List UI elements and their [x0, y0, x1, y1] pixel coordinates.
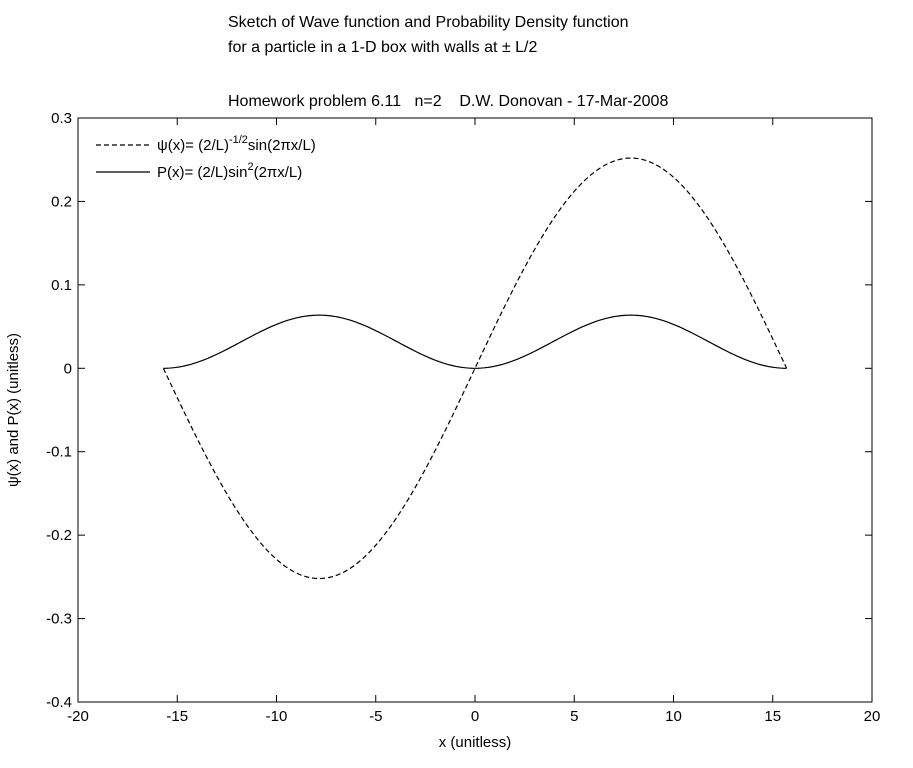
- legend-p-base: P(x)= (2/L)sin: [157, 164, 247, 181]
- x-tick-label: 10: [665, 708, 682, 725]
- x-axis-ticks: -20 -15 -10 -5 0 5 10 15 20: [67, 118, 880, 725]
- y-tick-label: 0: [64, 360, 72, 377]
- legend-label-psi: ψ(x)= (2/L)-1/2sin(2πx/L): [157, 134, 316, 154]
- y-tick-label: -0.4: [46, 694, 72, 711]
- series-line-psi: [162, 157, 788, 580]
- x-axis-label: x (unitless): [439, 734, 512, 751]
- legend-psi-sup: -1/2: [229, 134, 248, 146]
- series-layer: [162, 157, 788, 580]
- title-line-2: for a particle in a 1-D box with walls a…: [228, 39, 537, 56]
- plot-frame: [77, 117, 873, 703]
- legend: ψ(x)= (2/L)-1/2sin(2πx/L) P(x)= (2/L)sin…: [96, 134, 316, 181]
- legend-label-p: P(x)= (2/L)sin2(2πx/L): [157, 161, 302, 181]
- title-line-1: Sketch of Wave function and Probability …: [228, 14, 629, 31]
- y-axis-label: ψ(x) and P(x) (unitless): [5, 333, 22, 487]
- x-tick-label: 20: [864, 708, 881, 725]
- y-tick-label: -0.1: [46, 444, 72, 461]
- x-tick-label: -20: [67, 708, 89, 725]
- legend-psi-base: ψ(x)= (2/L): [157, 137, 229, 154]
- x-tick-label: -15: [166, 708, 188, 725]
- x-tick-label: 5: [570, 708, 578, 725]
- x-tick-label: 15: [764, 708, 781, 725]
- y-tick-label: 0.2: [51, 193, 72, 210]
- y-axis-ticks: -0.4 -0.3 -0.2 -0.1 0 0.1 0.2 0.3: [46, 110, 872, 711]
- title-line-3: Homework problem 6.11 n=2 D.W. Donovan -…: [228, 93, 668, 110]
- legend-p-sup: 2: [247, 161, 253, 173]
- legend-psi-tail: sin(2πx/L): [248, 137, 316, 154]
- chart-title: Sketch of Wave function and Probability …: [228, 14, 668, 110]
- legend-p-tail: (2πx/L): [254, 164, 303, 181]
- y-tick-label: -0.2: [46, 527, 72, 544]
- x-tick-label: -5: [369, 708, 382, 725]
- y-tick-label: -0.3: [46, 611, 72, 628]
- x-tick-label: 0: [471, 708, 479, 725]
- series-line-p: [163, 314, 787, 369]
- y-tick-label: 0.3: [51, 110, 72, 127]
- x-tick-label: -10: [266, 708, 288, 725]
- y-tick-label: 0.1: [51, 277, 72, 294]
